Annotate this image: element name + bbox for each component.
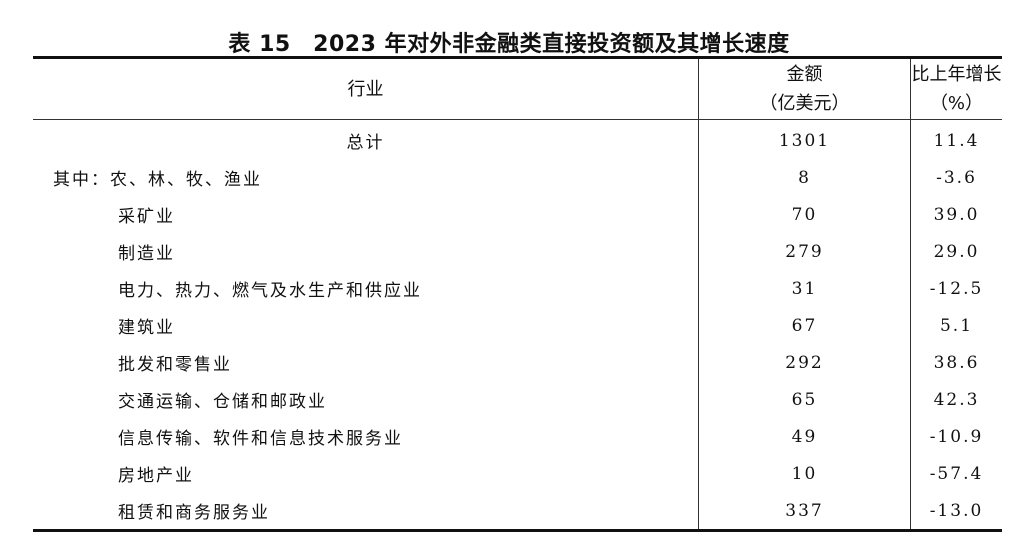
table-row: 其中：农、林、牧、渔业 8 -3.6 (33, 159, 1002, 196)
amount-cell: 31 (698, 270, 911, 307)
amount-cell: 70 (698, 196, 911, 233)
table-row: 房地产业 10 -57.4 (33, 455, 1002, 492)
growth-cell: 39.0 (910, 196, 1002, 233)
industry-cell: 电力、热力、燃气及水生产和供应业 (118, 281, 422, 301)
investment-table: 行业 金额 （亿美元） 比上年增长 （%） 总计 1301 11.4 其中：农、林、牧、渔… (33, 56, 1002, 532)
amount-cell: 279 (698, 233, 911, 270)
amount-cell: 49 (698, 418, 911, 455)
industry-cell: 其中：农、林、牧、渔业 (53, 170, 262, 190)
table-row: 制造业 279 29.0 (33, 233, 1002, 270)
header-growth-label: 比上年增长 (911, 64, 1002, 85)
industry-cell: 批发和零售业 (118, 355, 232, 375)
amount-cell: 8 (698, 159, 911, 196)
growth-cell: 29.0 (910, 233, 1002, 270)
industry-cell: 信息传输、软件和信息技术服务业 (118, 429, 403, 449)
industry-cell: 建筑业 (118, 318, 175, 338)
header-growth: 比上年增长 （%） (910, 57, 1002, 120)
industry-cell: 房地产业 (118, 466, 194, 486)
header-industry: 行业 (33, 57, 699, 120)
table-row: 电力、热力、燃气及水生产和供应业 31 -12.5 (33, 270, 1002, 307)
amount-cell: 1301 (698, 119, 911, 159)
header-growth-unit: （%） (929, 93, 984, 114)
industry-cell: 租赁和商务服务业 (118, 503, 270, 523)
growth-cell: -57.4 (910, 455, 1002, 492)
table-row: 建筑业 67 5.1 (33, 307, 1002, 344)
header-row: 行业 金额 （亿美元） 比上年增长 （%） (33, 57, 1002, 120)
growth-cell: 38.6 (910, 344, 1002, 381)
growth-cell: -3.6 (910, 159, 1002, 196)
header-amount-unit: （亿美元） (759, 93, 850, 114)
amount-cell: 337 (698, 492, 911, 531)
growth-cell: 5.1 (910, 307, 1002, 344)
table-title: 表 15 2023 年对外非金融类直接投资额及其增长速度 (228, 32, 790, 57)
table-row: 批发和零售业 292 38.6 (33, 344, 1002, 381)
growth-cell: -10.9 (910, 418, 1002, 455)
amount-cell: 65 (698, 381, 911, 418)
growth-cell: -13.0 (910, 492, 1002, 531)
industry-cell: 制造业 (118, 244, 175, 264)
industry-cell: 总计 (346, 133, 385, 153)
table-row: 采矿业 70 39.0 (33, 196, 1002, 233)
industry-cell: 交通运输、仓储和邮政业 (118, 392, 327, 412)
table-row: 信息传输、软件和信息技术服务业 49 -10.9 (33, 418, 1002, 455)
growth-cell: 42.3 (910, 381, 1002, 418)
header-amount: 金额 （亿美元） (698, 57, 911, 120)
table-row: 交通运输、仓储和邮政业 65 42.3 (33, 381, 1002, 418)
amount-cell: 67 (698, 307, 911, 344)
header-amount-label: 金额 (786, 64, 823, 85)
table-row: 租赁和商务服务业 337 -13.0 (33, 492, 1002, 531)
amount-cell: 10 (698, 455, 911, 492)
growth-cell: -12.5 (910, 270, 1002, 307)
total-row: 总计 1301 11.4 (33, 119, 1002, 159)
growth-cell: 11.4 (910, 119, 1002, 159)
amount-cell: 292 (698, 344, 911, 381)
industry-cell: 采矿业 (118, 207, 175, 227)
